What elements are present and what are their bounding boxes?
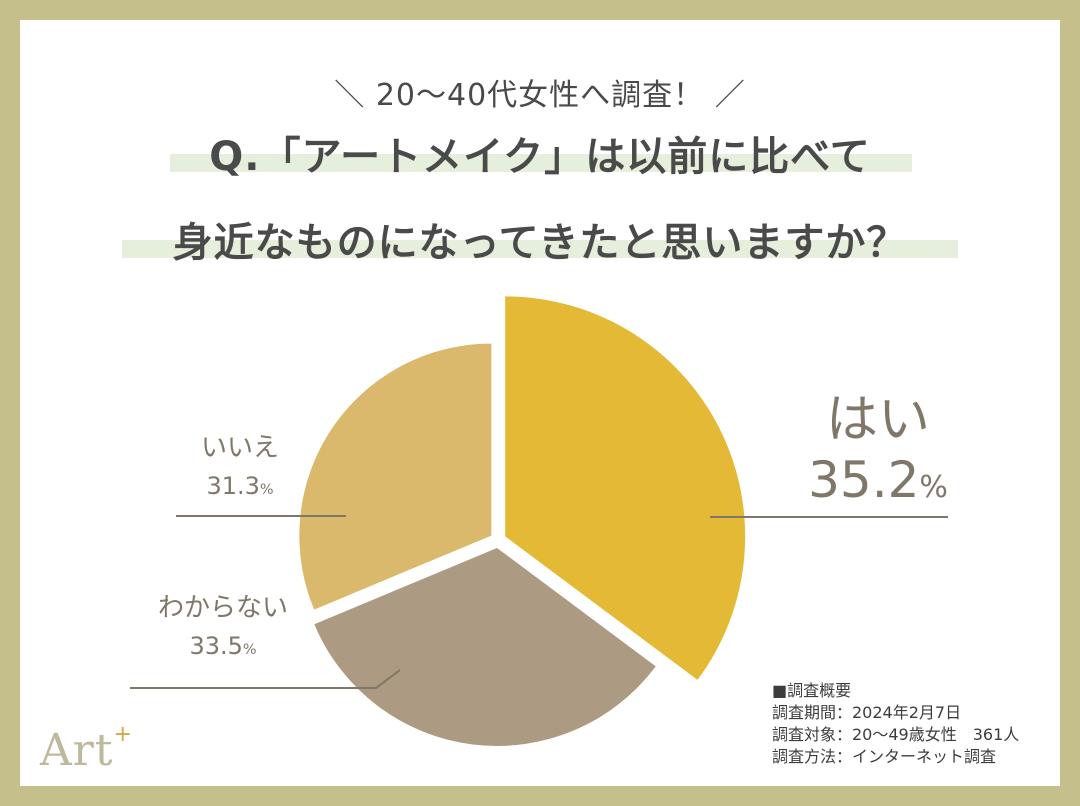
label-no-name: いいえ <box>200 433 279 463</box>
label-no: いいえ 31.3% <box>170 434 310 499</box>
question-line-1: Q.「アートメイク」は以前に比べて <box>20 124 1060 182</box>
overview-period: 調査期間：2024年2月7日 <box>772 703 962 722</box>
highlight-bar <box>122 240 958 258</box>
subtitle: ＼ 20〜40代女性へ調査！ ／ <box>334 78 746 113</box>
pie-slice-no <box>299 343 492 610</box>
overview-method: 調査方法：インターネット調査 <box>772 747 997 766</box>
survey-overview: ■調査概要 調査期間：2024年2月7日 調査対象：20〜49歳女性 361人 … <box>772 680 1019 768</box>
overview-heading: ■調査概要 <box>772 681 852 700</box>
label-yes: はい 35.2% <box>768 390 988 510</box>
question-line-2: 身近なものになってきたと思いますか？ <box>20 210 1060 268</box>
leader-line-dont-know <box>130 669 401 689</box>
highlight-bar <box>170 154 912 172</box>
label-dont-know-name: わからない <box>157 593 288 623</box>
infographic-card: ＼ 20〜40代女性へ調査！ ／ Q.「アートメイク」は以前に比べて 身近なもの… <box>20 20 1060 786</box>
label-dont-know-value: 33.5% <box>189 631 257 660</box>
brand-logo: Art+ <box>40 722 133 776</box>
pie-slice-dont-know <box>314 547 656 746</box>
label-no-value: 31.3% <box>206 471 274 500</box>
pie-chart <box>130 296 948 746</box>
overview-target: 調査対象：20〜49歳女性 361人 <box>772 725 1020 744</box>
pie-slice-yes <box>505 296 746 680</box>
label-dont-know: わからない 33.5% <box>138 594 308 659</box>
label-yes-name: はい <box>825 390 930 450</box>
label-yes-value: 35.2% <box>808 451 948 510</box>
